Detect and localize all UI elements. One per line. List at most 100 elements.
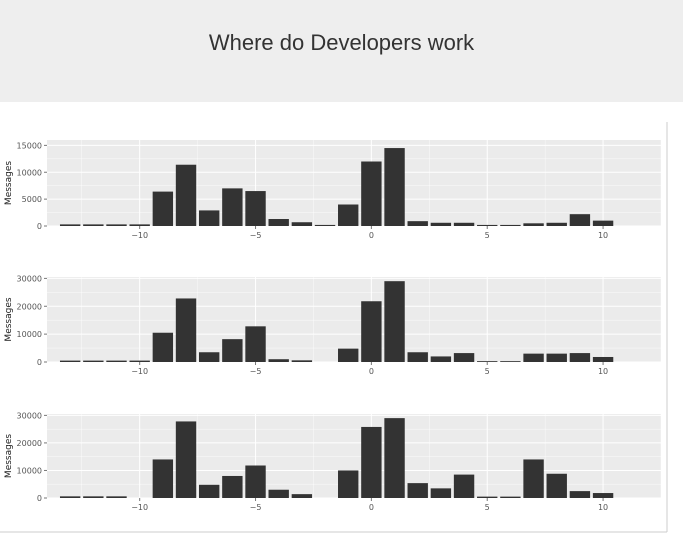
bar	[268, 489, 289, 498]
bar	[338, 348, 359, 362]
page-title: Where do Developers work	[208, 30, 475, 55]
bar	[268, 359, 289, 362]
bar	[523, 459, 544, 498]
bar	[592, 356, 614, 362]
y-axis-title: Messages	[4, 161, 14, 205]
bar	[500, 224, 521, 226]
x-tick-label: −5	[250, 367, 262, 376]
bar	[500, 361, 521, 362]
y-tick-label: 0	[37, 358, 42, 367]
page-header: Where do Developers work	[0, 0, 683, 102]
bar	[152, 332, 174, 362]
bar	[546, 353, 567, 362]
bar	[592, 220, 614, 226]
bar	[59, 360, 81, 362]
bar	[129, 224, 150, 226]
bar	[83, 360, 104, 362]
bar	[106, 224, 127, 226]
bar	[430, 356, 452, 362]
x-tick-label: 10	[598, 231, 608, 240]
bar	[569, 491, 591, 498]
bar	[569, 214, 591, 226]
bar	[245, 326, 266, 362]
bar	[198, 484, 220, 498]
x-tick-label: −5	[250, 231, 262, 240]
bar	[245, 191, 266, 226]
bar	[175, 421, 197, 498]
y-axis-title: Messages	[4, 297, 14, 341]
y-tick-label: 10000	[17, 466, 42, 475]
bar	[198, 352, 220, 362]
x-tick-label: 5	[485, 367, 490, 376]
bar	[245, 465, 266, 498]
y-tick-label: 10000	[17, 168, 42, 177]
bar	[129, 360, 150, 362]
bar	[361, 301, 382, 362]
bar	[106, 360, 127, 362]
bar	[523, 223, 544, 226]
x-tick-label: 0	[369, 503, 374, 512]
bar	[477, 361, 498, 362]
y-tick-label: 10000	[17, 330, 42, 339]
bar	[453, 474, 475, 498]
bar	[175, 164, 197, 226]
bar	[361, 426, 382, 498]
bar	[291, 222, 313, 226]
bar	[453, 353, 475, 362]
y-tick-label: 30000	[17, 274, 42, 283]
bar	[268, 219, 289, 226]
y-tick-label: 20000	[17, 302, 42, 311]
chart-figure: 0 5000 10000 15000 −10 −5 0 5 10 Messages 0 10000 20…	[0, 102, 683, 550]
bar	[430, 222, 452, 226]
bar	[477, 496, 498, 498]
x-tick-label: −10	[131, 503, 148, 512]
bar	[198, 210, 220, 226]
bar	[291, 494, 313, 498]
y-tick-label: 5000	[22, 195, 42, 204]
y-tick-label: 0	[37, 494, 42, 503]
y-tick-label: 15000	[17, 141, 42, 150]
bar	[175, 298, 197, 362]
x-tick-label: −10	[131, 231, 148, 240]
x-tick-label: −5	[250, 503, 262, 512]
bar	[477, 224, 498, 226]
x-tick-label: 0	[369, 367, 374, 376]
bar	[83, 224, 104, 226]
y-tick-label: 0	[37, 222, 42, 231]
x-tick-label: 5	[485, 503, 490, 512]
x-tick-label: 10	[598, 503, 608, 512]
bar	[407, 483, 428, 498]
bar	[314, 224, 336, 226]
bar	[222, 339, 243, 362]
bar	[338, 204, 359, 226]
bar	[291, 360, 313, 362]
bar	[546, 473, 567, 498]
bar	[407, 352, 428, 362]
bar	[59, 496, 81, 498]
bar	[592, 493, 614, 498]
x-tick-label: 0	[369, 231, 374, 240]
y-axis-title: Messages	[4, 434, 14, 478]
bar	[569, 353, 591, 362]
bar	[407, 221, 428, 226]
x-tick-label: −10	[131, 367, 148, 376]
bar	[106, 496, 127, 498]
bar	[152, 459, 174, 498]
bar	[59, 224, 81, 226]
bar	[152, 191, 174, 226]
bar	[222, 475, 243, 498]
bar	[430, 488, 452, 498]
bar	[546, 222, 567, 226]
x-tick-label: 5	[485, 231, 490, 240]
bar	[338, 470, 359, 498]
y-tick-label: 30000	[17, 411, 42, 420]
bar	[500, 496, 521, 498]
y-tick-label: 20000	[17, 439, 42, 448]
bar	[523, 353, 544, 362]
bar	[361, 161, 382, 226]
bar	[384, 418, 405, 498]
bar	[83, 496, 104, 498]
bar	[384, 148, 405, 226]
bar	[222, 188, 243, 226]
